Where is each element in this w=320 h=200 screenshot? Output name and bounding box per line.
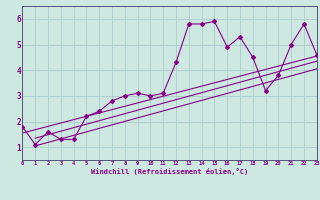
X-axis label: Windchill (Refroidissement éolien,°C): Windchill (Refroidissement éolien,°C): [91, 168, 248, 175]
